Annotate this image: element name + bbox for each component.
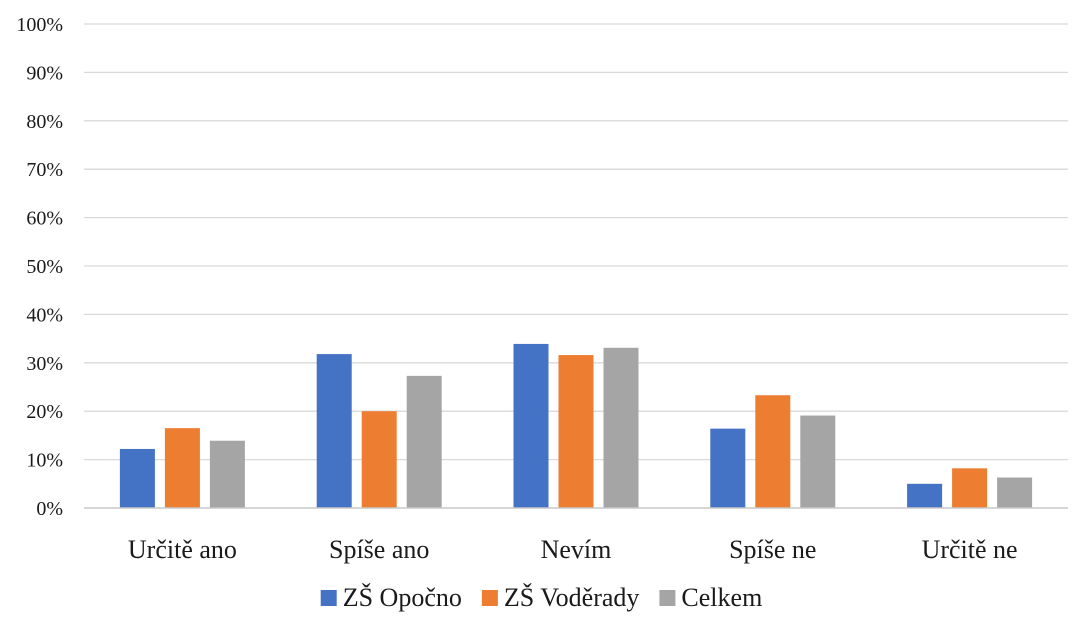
bar: [997, 477, 1033, 508]
legend-swatch: [659, 590, 676, 606]
legend-swatch: [481, 590, 498, 606]
y-tick-label: 20%: [26, 401, 63, 423]
y-tick-label: 60%: [26, 208, 63, 230]
bar: [755, 395, 791, 508]
y-tick-label: 70%: [26, 159, 63, 181]
y-axis-tick-labels: 0% 10% 20% 30% 40% 50% 60% 70% 80% 90% 100%: [16, 14, 63, 520]
y-tick-label: 100%: [16, 14, 63, 36]
bars: [119, 343, 1033, 508]
x-category-label: Spíše ne: [729, 535, 816, 564]
bar: [209, 440, 245, 508]
bar: [800, 415, 836, 508]
y-tick-label: 40%: [26, 304, 63, 326]
bar: [603, 347, 639, 508]
y-tick-label: 50%: [26, 256, 63, 278]
y-tick-label: 90%: [26, 62, 63, 84]
legend-label: ZŠ Opočno: [343, 583, 462, 612]
y-tick-label: 10%: [26, 450, 63, 472]
x-category-label: Určitě ano: [128, 535, 237, 564]
y-tick-label: 0%: [36, 498, 63, 520]
bar: [513, 343, 549, 508]
gridlines: [84, 23, 1068, 461]
bar: [119, 448, 155, 508]
legend-swatch: [320, 590, 337, 606]
bar: [361, 411, 397, 508]
bar: [164, 428, 200, 508]
legend: ZŠ Opočno ZŠ Voděrady Celkem: [320, 583, 762, 612]
x-axis-category-labels: Určitě ano Spíše ano Nevím Spíše ne Určitě n…: [128, 535, 1018, 564]
bar: [710, 428, 746, 508]
x-category-label: Spíše ano: [329, 535, 429, 564]
bar: [558, 355, 594, 508]
y-tick-label: 80%: [26, 111, 63, 133]
bar: [406, 375, 442, 508]
legend-label: ZŠ Voděrady: [504, 583, 640, 612]
y-tick-label: 30%: [26, 353, 63, 375]
bar: [907, 483, 943, 508]
x-category-label: Určitě ne: [922, 535, 1018, 564]
legend-label: Celkem: [681, 583, 762, 612]
bar: [952, 468, 988, 508]
bar: [316, 354, 352, 508]
x-category-label: Nevím: [541, 535, 612, 564]
